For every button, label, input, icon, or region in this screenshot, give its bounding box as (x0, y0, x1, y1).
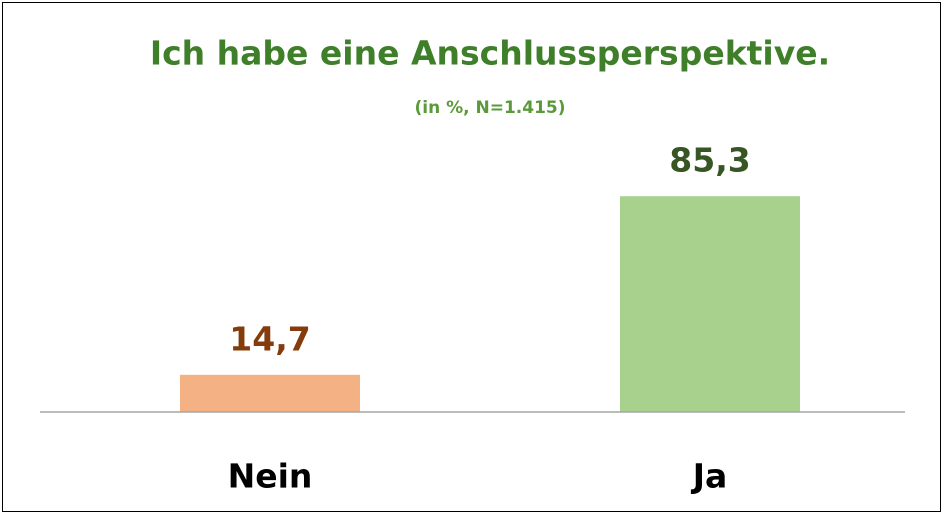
bar (180, 374, 360, 412)
chart-title: Ich habe eine Anschlussperspektive. (150, 34, 830, 73)
x-tick-label: Ja (691, 457, 728, 496)
value-label: 85,3 (669, 141, 750, 180)
value-label: 14,7 (229, 319, 310, 358)
bar (620, 196, 800, 412)
x-tick-label: Nein (228, 457, 313, 496)
chart-subtitle: (in %, N=1.415) (414, 98, 565, 118)
